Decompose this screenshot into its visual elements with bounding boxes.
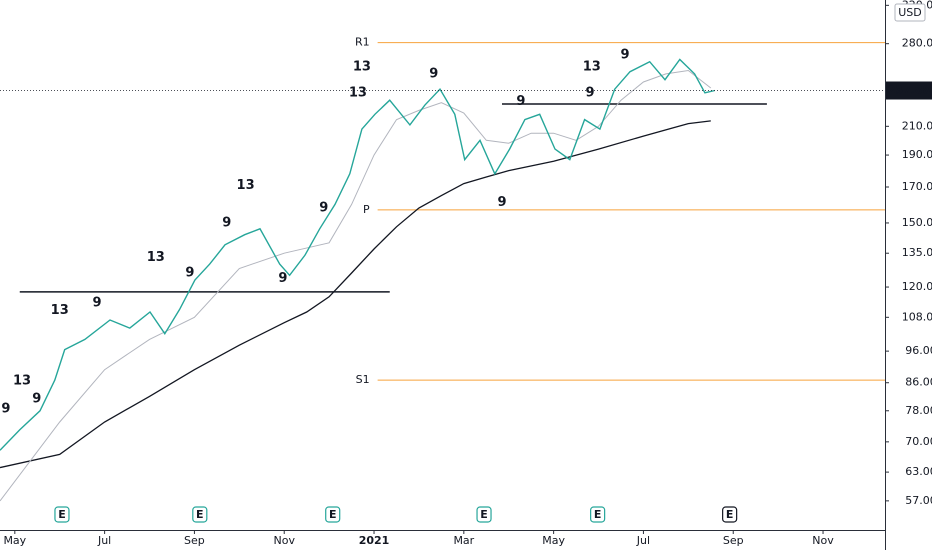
y-tick-label: 86.00	[905, 376, 932, 389]
earnings-marker	[722, 506, 738, 523]
annotation: 9	[429, 66, 438, 81]
y-tick-label: 170.00	[902, 180, 932, 193]
annotation: 13	[349, 85, 367, 100]
earnings-marker	[590, 506, 606, 523]
annotation: 13	[583, 60, 601, 75]
y-tick-label: 280.00	[902, 37, 932, 50]
x-tick-label: Jul	[97, 534, 111, 547]
annotation: 9	[497, 195, 506, 210]
annotation: 13	[147, 250, 165, 265]
level-label: R1	[355, 36, 370, 49]
annotation: 9	[185, 266, 194, 281]
earnings-label: E	[58, 508, 66, 521]
price-line	[0, 69, 712, 502]
x-tick-label: May	[542, 534, 565, 547]
level-label: S1	[356, 373, 370, 386]
annotation: 9	[319, 201, 328, 216]
earnings-marker	[476, 506, 492, 523]
annotation: 9	[32, 391, 41, 406]
x-tick-label: Nov	[812, 534, 834, 547]
annotation: 9	[585, 85, 594, 100]
earnings-label: E	[329, 508, 337, 521]
annotation: 13	[51, 303, 69, 318]
y-tick-label: 210.00	[902, 119, 932, 132]
annotation: 9	[92, 295, 101, 310]
x-tick-label: Nov	[273, 534, 295, 547]
y-tick-label: 150.00	[902, 216, 932, 229]
x-tick-label: Jul	[636, 534, 650, 547]
annotation: 13	[353, 60, 371, 75]
annotation: 9	[1, 401, 10, 416]
last-price-box	[886, 81, 932, 100]
earnings-label: E	[594, 508, 602, 521]
y-tick-label: 70.00	[905, 435, 932, 448]
y-tick-label: 78.00	[905, 404, 932, 417]
last-price-label: 237.88	[888, 84, 930, 97]
annotation: 13	[237, 178, 255, 193]
earnings-marker	[54, 506, 70, 523]
x-tick-label: Sep	[184, 534, 205, 547]
price-line	[0, 58, 715, 451]
annotation: 9	[620, 48, 629, 63]
y-tick-label: 135.00	[902, 246, 932, 259]
earnings-label: E	[480, 508, 488, 521]
y-tick-label: 190.00	[902, 148, 932, 161]
earnings-marker	[325, 506, 341, 523]
currency-label: USD	[898, 6, 922, 19]
level-label: P	[363, 203, 370, 216]
y-tick-label: 108.00	[902, 310, 932, 323]
earnings-label: E	[196, 508, 204, 521]
annotation: 9	[222, 215, 231, 230]
annotation: 9	[278, 271, 287, 286]
y-tick-label: 96.00	[905, 344, 932, 357]
x-tick-label: 2021	[359, 534, 390, 547]
x-tick-label: May	[3, 534, 26, 547]
x-tick-label: Mar	[453, 534, 474, 547]
y-tick-label: 57.00	[905, 494, 932, 507]
y-tick-label: 120.00	[902, 280, 932, 293]
earnings-label: E	[726, 508, 734, 521]
x-tick-label: Sep	[723, 534, 744, 547]
price-line	[0, 120, 711, 469]
annotation: 9	[516, 94, 525, 109]
currency-box	[894, 3, 926, 22]
annotation: 13	[13, 374, 31, 389]
earnings-marker	[192, 506, 208, 523]
y-tick-label: 63.00	[905, 465, 932, 478]
